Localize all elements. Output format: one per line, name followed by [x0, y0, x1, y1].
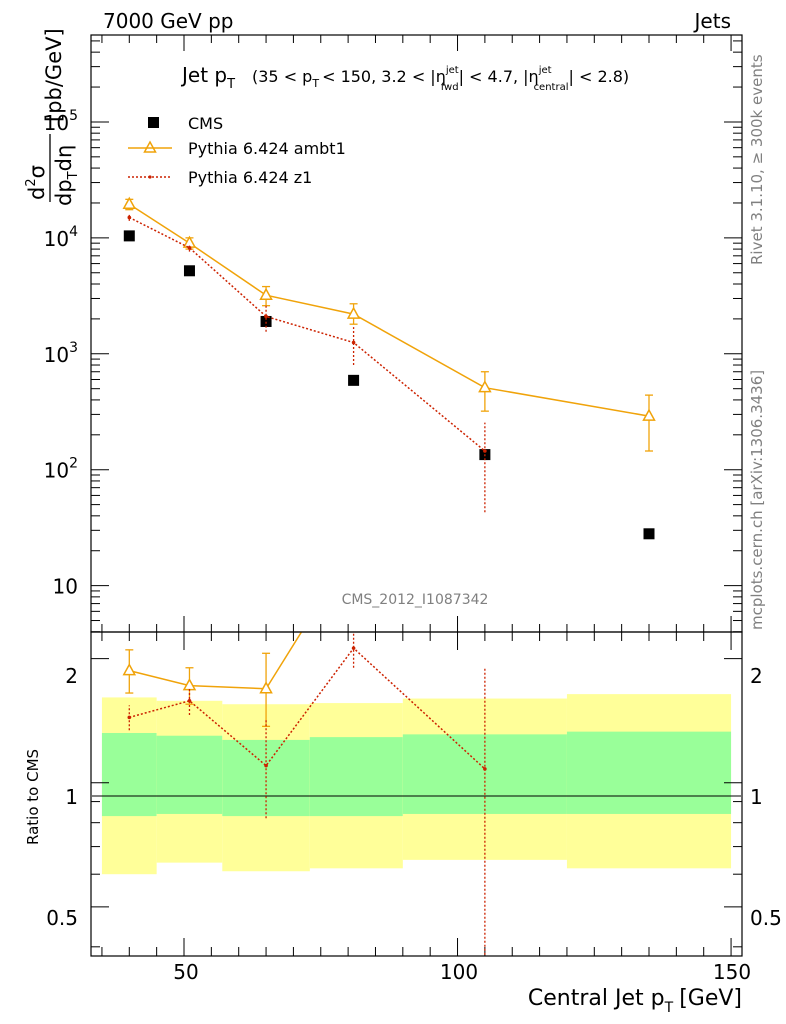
main-y-tick-label: 105	[44, 108, 78, 135]
main-title-conditions: (35 < pT < 150, 3.2 < |ηjet fwd| < 4.7, |η…	[252, 65, 629, 93]
legend-label-cms: CMS	[188, 114, 223, 133]
data-point-z1	[264, 314, 268, 319]
data-point-cms	[348, 374, 360, 386]
main-y-tick-label: 104	[44, 224, 78, 251]
legend-label-z1: Pythia 6.424 z1	[188, 168, 312, 187]
data-point-z1	[351, 340, 356, 345]
legend-marker-ambt1	[143, 140, 157, 153]
x-tick-label: 50	[173, 960, 198, 984]
ratio-line-ambt1	[129, 632, 303, 690]
header-right: Jets	[693, 9, 731, 33]
data-point-cms	[260, 315, 272, 327]
ratio-point-ambt1	[122, 663, 137, 676]
ratio-panel: 0.5 1 2 0.5 1 2 50 100 150 Ratio to CMS …	[24, 357, 782, 1016]
ratio-frame	[90, 631, 743, 957]
rivet-label: Rivet 3.1.10, ≥ 300k events	[748, 54, 766, 265]
header-left: 7000 GeV pp	[103, 9, 234, 33]
band-inner	[101, 732, 157, 817]
analysis-watermark: CMS_2012_I1087342	[342, 592, 489, 608]
x-tick-label: 100	[440, 960, 478, 984]
data-point-ambt1	[346, 306, 361, 319]
data-point-cms	[643, 528, 655, 540]
ratio-point-ambt1	[259, 681, 273, 694]
main-y-axis-label: d2σ dpTdη [pb/GeV]	[24, 28, 81, 206]
svg-text:d2σ: d2σ	[24, 165, 49, 200]
main-ticks	[91, 35, 742, 633]
legend-label-ambt1: Pythia 6.424 ambt1	[188, 139, 346, 158]
ratio-y-axis-label: Ratio to CMS	[24, 749, 42, 845]
ratio-point-z1	[127, 715, 132, 720]
ratio-tick-label-right: 1	[750, 785, 763, 809]
ratio-tick-label-right: 2	[750, 664, 763, 688]
ratio-point-ambt1	[348, 542, 359, 552]
data-point-ambt1	[478, 380, 492, 393]
x-axis-label: Central Jet pT [GeV]	[528, 986, 742, 1016]
main-series	[122, 196, 656, 540]
data-point-z1	[127, 215, 132, 220]
legend-marker-z1	[148, 175, 152, 179]
data-point-ambt1	[122, 196, 137, 209]
svg-text:dpTdη: dpTdη	[52, 145, 81, 206]
ratio-tick-label-left: 1	[65, 785, 78, 809]
main-panel: 10 102 103 104 105 Jet pT (35 < pT < 150, 3.2…	[24, 28, 743, 633]
data-point-cms	[123, 230, 135, 242]
ratio-tick-label-left: 0.5	[46, 906, 78, 930]
ratio-uncertainty-bands	[101, 694, 732, 875]
series-line-z1	[128, 216, 486, 452]
mcplots-label: mcplots.cern.ch [arXiv:1306.3436]	[748, 370, 766, 630]
main-y-tick-label: 10	[53, 575, 78, 599]
ratio-tick-label-left: 2	[65, 664, 78, 688]
ratio-point-ambt1	[644, 357, 655, 367]
band-inner	[566, 731, 732, 814]
band-inner	[156, 735, 223, 814]
data-point-ambt1	[642, 408, 656, 421]
ratio-line-z1	[129, 647, 486, 770]
ratio-series	[122, 357, 655, 956]
data-point-cms	[183, 265, 195, 277]
ratio-point-z1	[264, 763, 268, 768]
x-tick-label: 150	[713, 960, 751, 984]
data-point-ambt1	[259, 287, 273, 300]
main-y-tick-labels: 10 102 103 104 105	[44, 108, 78, 599]
ratio-point-z1	[483, 767, 487, 771]
ratio-point-z1	[187, 698, 192, 703]
data-point-z1	[483, 449, 487, 453]
ratio-point-z1	[351, 646, 356, 650]
ratio-series-group	[122, 357, 655, 956]
main-y-tick-label: 103	[44, 340, 78, 367]
ratio-tick-label-right: 0.5	[750, 906, 782, 930]
series-line-ambt1	[128, 203, 650, 417]
main-title: Jet pT	[180, 63, 235, 92]
legend: CMS Pythia 6.424 ambt1 Pythia 6.424 z1	[128, 114, 346, 187]
main-y-tick-label: 102	[44, 456, 78, 483]
legend-marker-cms	[148, 117, 159, 128]
svg-text:[pb/GeV]: [pb/GeV]	[42, 28, 66, 122]
data-point-ambt1	[182, 235, 197, 248]
ratio-point-ambt1	[479, 538, 490, 548]
band-inner	[309, 737, 403, 817]
ratio-ticks	[91, 632, 742, 956]
data-point-z1	[187, 246, 192, 250]
